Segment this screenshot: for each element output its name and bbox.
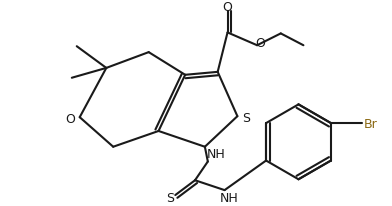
- Text: O: O: [65, 112, 75, 125]
- Text: NH: NH: [206, 147, 225, 160]
- Text: S: S: [242, 111, 250, 124]
- Text: S: S: [166, 191, 174, 204]
- Text: Br: Br: [363, 117, 377, 130]
- Text: O: O: [255, 37, 265, 49]
- Text: NH: NH: [220, 192, 239, 205]
- Text: O: O: [223, 1, 232, 14]
